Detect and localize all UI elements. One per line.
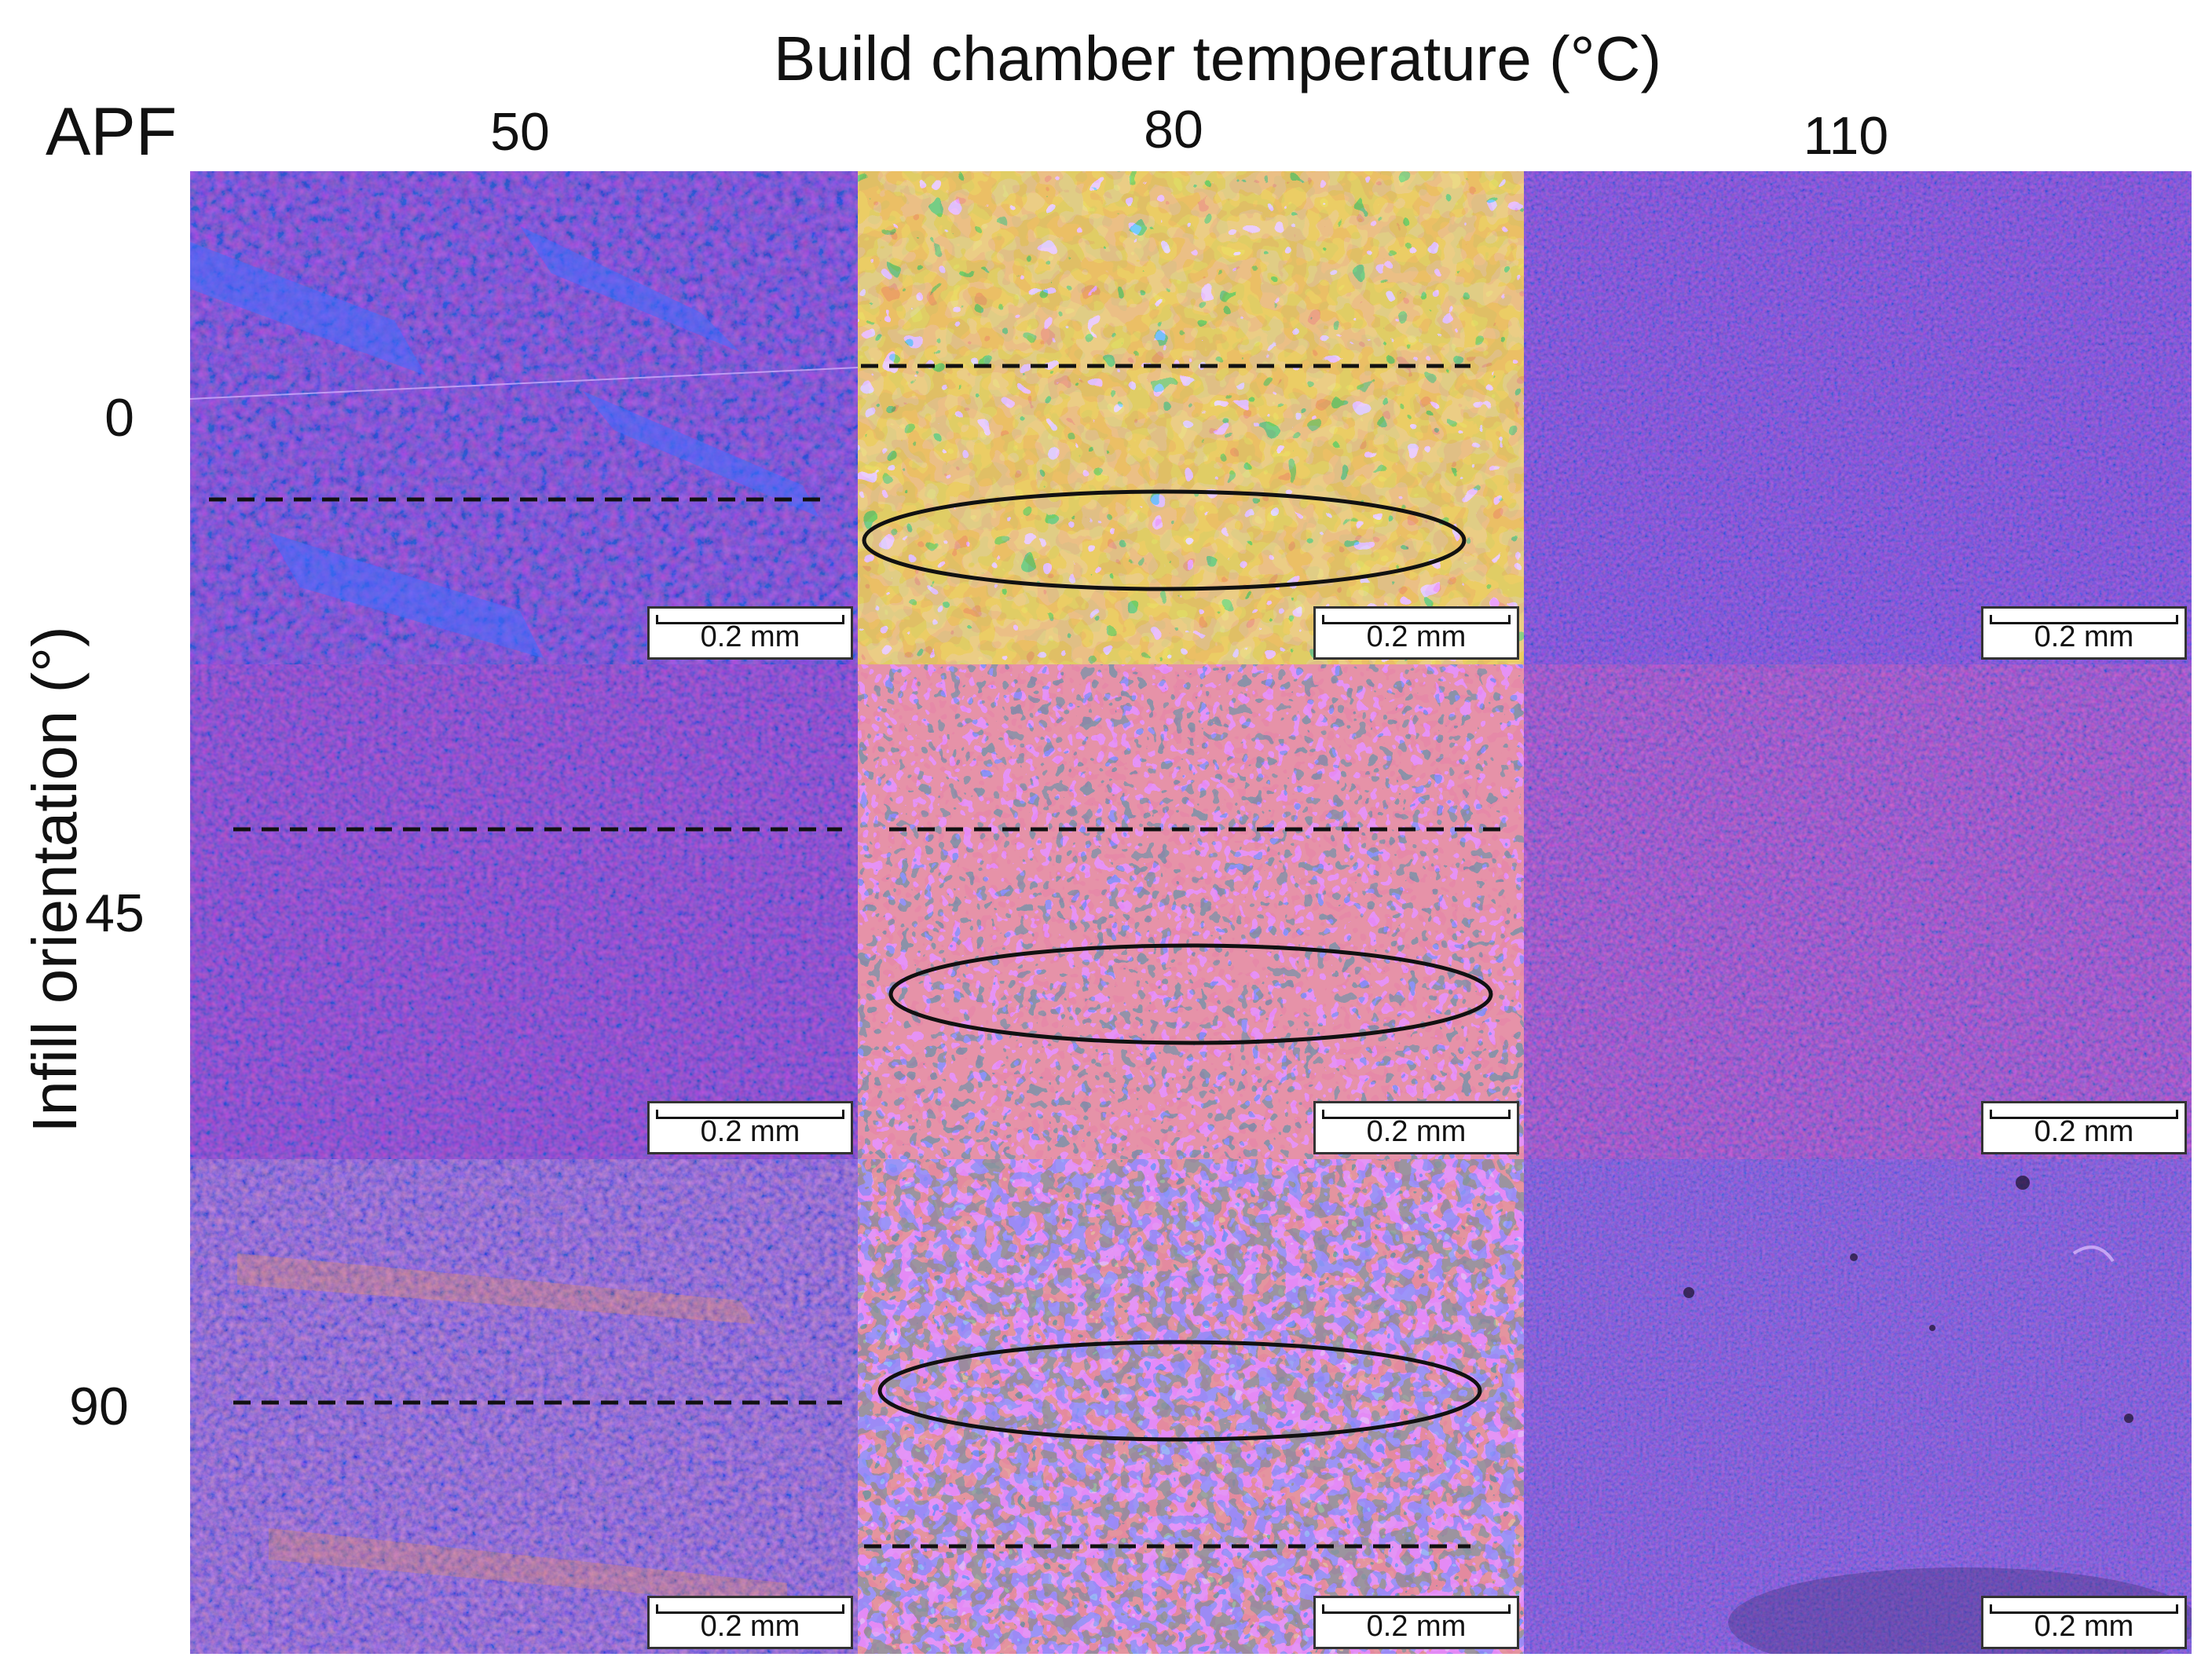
scale-bar: 0.2 mm [647, 1596, 853, 1649]
micrograph-110c-0deg: 0.2 mm [1524, 171, 2192, 664]
scale-bar: 0.2 mm [1313, 1101, 1519, 1154]
scale-bar-label: 0.2 mm [1366, 620, 1467, 653]
row-axis-title-container: Infill orientation (°) [16, 620, 94, 1139]
row-header-0: 0 [104, 388, 134, 448]
scale-bar-label: 0.2 mm [700, 1610, 800, 1643]
micrograph-50c-90deg: 0.2 mm [190, 1159, 858, 1654]
scale-bar-label: 0.2 mm [1366, 1115, 1467, 1148]
scale-bar-label: 0.2 mm [700, 1115, 800, 1148]
scale-bar: 0.2 mm [647, 1101, 853, 1154]
micrograph-50c-0deg: 0.2 mm [190, 171, 858, 664]
micrograph-grid: 0.2 mm [190, 171, 2192, 1654]
column-header-80: 80 [1144, 100, 1203, 159]
column-axis-title: Build chamber temperature (°C) [773, 24, 1662, 93]
micrograph-50c-45deg: 0.2 mm [190, 664, 858, 1159]
column-header-50: 50 [490, 102, 550, 162]
scale-bar: 0.2 mm [1313, 606, 1519, 660]
micrograph-110c-45deg: 0.2 mm [1524, 664, 2192, 1159]
micrograph-80c-45deg: 0.2 mm [858, 664, 1524, 1159]
scale-bar-label: 0.2 mm [2034, 1115, 2134, 1148]
row-header-90: 90 [69, 1377, 129, 1436]
row-header-45: 45 [85, 883, 145, 943]
scale-bar: 0.2 mm [647, 606, 853, 660]
row-axis-title: Infill orientation (°) [20, 626, 90, 1133]
scale-bar: 0.2 mm [1313, 1596, 1519, 1649]
scale-bar-label: 0.2 mm [700, 620, 800, 653]
scale-bar: 0.2 mm [1981, 1596, 2187, 1649]
apf-corner-label: APF [46, 94, 178, 170]
micrograph-110c-90deg: 0.2 mm [1524, 1159, 2192, 1654]
scale-bar: 0.2 mm [1981, 1101, 2187, 1154]
scale-bar-label: 0.2 mm [2034, 1610, 2134, 1643]
column-header-110: 110 [1803, 106, 1889, 166]
scale-bar: 0.2 mm [1981, 606, 2187, 660]
scale-bar-label: 0.2 mm [2034, 620, 2134, 653]
micrograph-80c-0deg: 0.2 mm [858, 171, 1524, 664]
scale-bar-label: 0.2 mm [1366, 1610, 1467, 1643]
micrograph-80c-90deg: 0.2 mm [858, 1159, 1524, 1654]
